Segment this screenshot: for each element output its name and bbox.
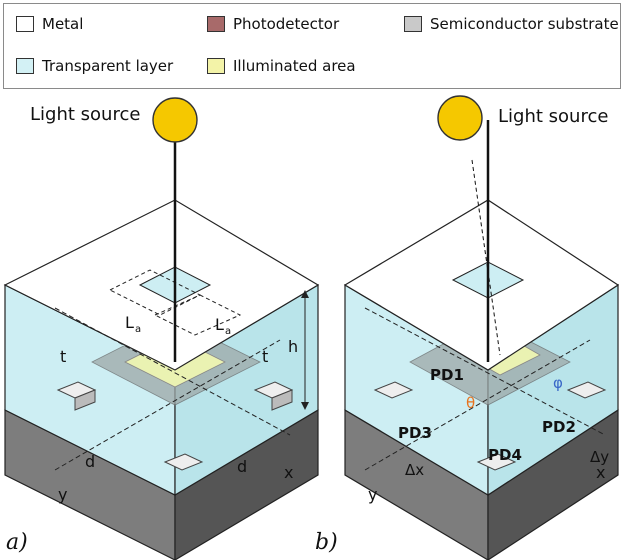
legend-item-substrate: Semiconductor substrate [404, 14, 619, 34]
h-arrow-top [301, 290, 309, 298]
axis-line-x-a [54, 307, 291, 436]
substrate-swatch [404, 16, 422, 32]
pad-bottom-b [476, 453, 517, 471]
theta-label: θ [466, 394, 475, 412]
legend-label-photodetector: Photodetector [233, 15, 340, 33]
axis-line-y-b [364, 339, 591, 471]
light-source-label-b: Light source [498, 106, 608, 127]
tilted-beam-b [471, 159, 501, 356]
legend-item-metal: Metal [16, 14, 83, 34]
legend-box: Metal Photodetector Semiconductor substr… [3, 3, 621, 89]
legend-label-substrate: Semiconductor substrate [430, 15, 619, 33]
axis-y-label-a: y [58, 485, 67, 504]
panel-a-label: a) [6, 530, 28, 555]
pad-left-side-a [74, 389, 96, 411]
illuminated-swatch [207, 58, 225, 74]
t-label-right: t [262, 347, 268, 366]
legend-label-transparent: Transparent layer [42, 57, 174, 75]
pad-bottom-a [163, 453, 204, 471]
phi-label: φ [553, 374, 563, 392]
t-label-left: t [60, 347, 66, 366]
pad-left-b [373, 381, 414, 399]
La-dim-right-box [153, 294, 242, 336]
pd2-label: PD2 [542, 418, 576, 436]
panel-b-diagram: Light source PD1 PD2 PD3 PD4 θ φ Δx Δy y… [343, 95, 620, 560]
diagram-canvas: Light source L a L a h t t d d y x Light… [3, 95, 620, 560]
panel-b-label: b) [315, 530, 338, 555]
d-label-left: d [85, 452, 95, 471]
La-sub-left: a [135, 324, 141, 335]
pd4-label: PD4 [488, 446, 522, 464]
light-source-a [152, 97, 198, 143]
axis-x-label-a: x [284, 463, 293, 482]
legend-item-photodetector: Photodetector [207, 14, 339, 34]
legend-label-metal: Metal [42, 15, 84, 33]
h-arrow-bottom [301, 402, 309, 410]
axis-y-label-b: y [368, 485, 377, 504]
pad-right-b [566, 381, 607, 399]
pd1-label: PD1 [430, 366, 464, 384]
legend-item-illuminated: Illuminated area [207, 56, 356, 76]
pd3-label: PD3 [398, 424, 432, 442]
transparent-swatch [16, 58, 34, 74]
legend-item-transparent: Transparent layer [16, 56, 173, 76]
axis-line-x-b [364, 307, 606, 436]
legend-label-illuminated: Illuminated area [233, 57, 356, 75]
light-source-label-a: Light source [30, 104, 140, 125]
dy-label: Δy [590, 448, 609, 466]
axis-x-label-b: x [596, 463, 605, 482]
panel-a-diagram: Light source L a L a h t t d d y x [3, 97, 320, 560]
La-label-right: L [215, 315, 224, 334]
h-label: h [288, 337, 298, 356]
La-sub-right: a [225, 326, 231, 337]
metal-swatch [16, 16, 34, 32]
photodetector-swatch [207, 16, 225, 32]
La-label-left: L [125, 313, 134, 332]
d-label-right: d [237, 457, 247, 476]
axis-line-y-a [54, 339, 281, 471]
light-source-b [437, 95, 483, 141]
dx-label: Δx [405, 461, 424, 479]
pad-right-side-a [271, 389, 293, 411]
